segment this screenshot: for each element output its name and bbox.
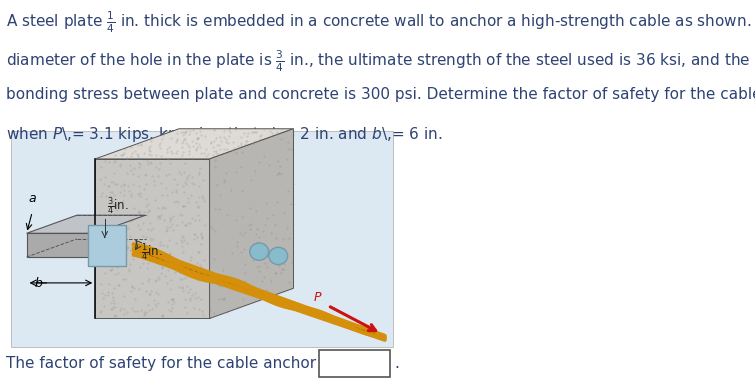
FancyBboxPatch shape — [319, 350, 390, 377]
Text: diameter of the hole in the plate is $\mathregular{\frac{3}{4}}$ in., the ultima: diameter of the hole in the plate is $\m… — [6, 48, 755, 74]
Text: bonding stress between plate and concrete is 300 psi. Determine the factor of sa: bonding stress between plate and concret… — [6, 87, 755, 102]
Text: The factor of safety for the cable anchor is: The factor of safety for the cable ancho… — [6, 356, 333, 371]
Ellipse shape — [269, 247, 288, 264]
Text: $\frac{1}{4}$in.: $\frac{1}{4}$in. — [141, 241, 163, 263]
Polygon shape — [88, 225, 126, 266]
Text: when $P$\,= 3.1 kips, knowing that $a$\,= 2 in. and $b$\,= 6 in.: when $P$\,= 3.1 kips, knowing that $a$\,… — [6, 125, 442, 144]
Text: .: . — [394, 356, 399, 371]
Polygon shape — [95, 159, 210, 318]
Text: $a$: $a$ — [29, 192, 37, 205]
Polygon shape — [210, 129, 294, 318]
Ellipse shape — [250, 243, 269, 260]
Text: $\frac{3}{4}$in.: $\frac{3}{4}$in. — [106, 196, 128, 217]
Polygon shape — [26, 215, 146, 233]
Text: A steel plate $\mathregular{\frac{1}{4}}$ in. thick is embedded in a concrete wa: A steel plate $\mathregular{\frac{1}{4}}… — [6, 10, 755, 35]
FancyBboxPatch shape — [11, 131, 393, 346]
Text: $b$: $b$ — [34, 276, 44, 290]
Polygon shape — [95, 129, 294, 159]
Text: $\mathit{P}$: $\mathit{P}$ — [313, 291, 322, 304]
Polygon shape — [26, 233, 95, 257]
